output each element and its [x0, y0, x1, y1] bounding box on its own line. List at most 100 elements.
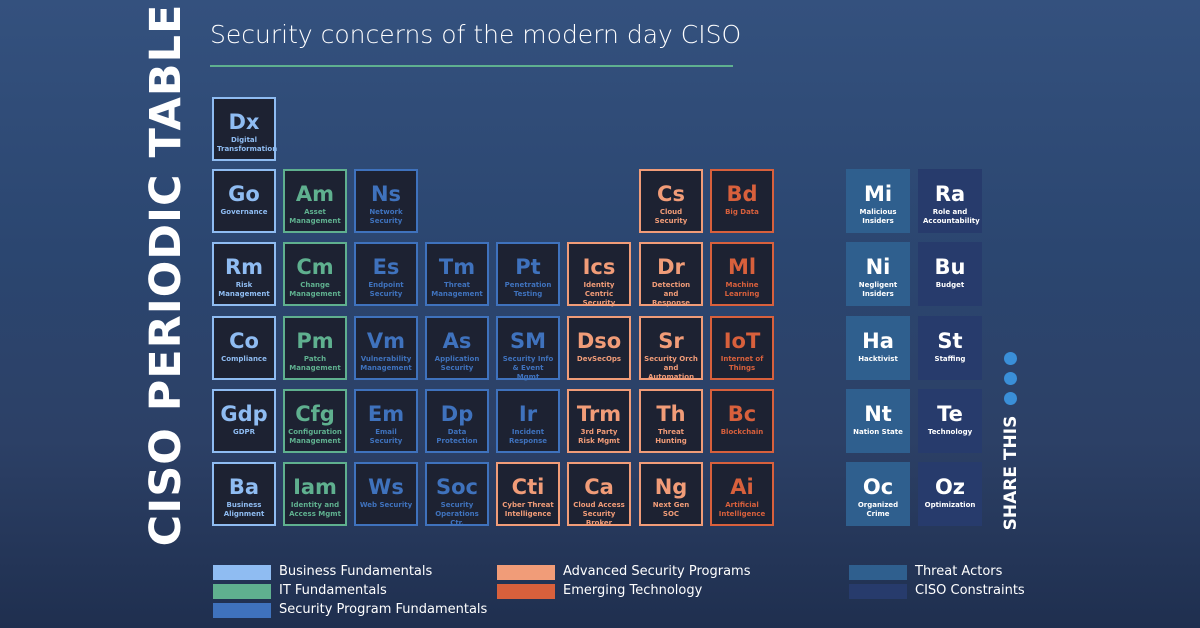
- element-cell: SM Security Info & Event Mgmt: [496, 316, 560, 381]
- element-symbol: Ai: [730, 475, 754, 499]
- element-cell: Dso DevSecOps: [567, 316, 631, 380]
- element-name: Incident Response: [508, 428, 548, 445]
- subtitle: Security concerns of the modern day CISO: [210, 20, 742, 49]
- element-name: Blockchain: [720, 428, 764, 436]
- element-name: Patch Management: [289, 355, 341, 372]
- divider: [210, 65, 733, 67]
- element-symbol: Sr: [658, 329, 684, 353]
- share-label[interactable]: SHARE THIS: [1001, 415, 1021, 531]
- element-symbol: Nt: [864, 402, 892, 426]
- element-name: Security Operations Ctr.: [435, 501, 479, 527]
- element-name: Penetration Testing: [504, 281, 552, 298]
- element-cell: Tm Threat Management: [425, 242, 489, 306]
- element-name: Governance: [220, 208, 268, 216]
- legend-swatch: [497, 565, 555, 580]
- legend-swatch: [849, 584, 907, 599]
- element-cell: Iam Identity and Access Mgmt: [283, 462, 347, 526]
- element-symbol: Tm: [438, 255, 476, 279]
- element-name: 3rd Party Risk Mgmt: [578, 428, 620, 445]
- legend-label: Threat Actors: [915, 564, 1003, 579]
- element-symbol: Cm: [296, 255, 334, 279]
- element-cell: Dp Data Protection: [425, 389, 489, 453]
- element-symbol: Rm: [224, 255, 264, 279]
- element-cell: Co Compliance: [212, 316, 276, 380]
- element-name: Budget: [935, 281, 965, 289]
- element-name: Endpoint Security: [368, 281, 404, 298]
- element-symbol: Bd: [726, 182, 758, 206]
- element-cell: Gdp GDPR: [212, 389, 276, 453]
- element-name: Machine Learning: [724, 281, 760, 298]
- legend-swatch: [849, 565, 907, 580]
- element-cell: Cfg Configuration Management: [283, 389, 347, 453]
- legend-label: IT Fundamentals: [279, 583, 387, 598]
- linkedin-icon[interactable]: [1004, 372, 1017, 385]
- element-name: Cyber Threat Intelligence: [502, 501, 554, 518]
- element-cell: Ha Hacktivist: [846, 316, 910, 380]
- element-name: Asset Management: [289, 208, 341, 225]
- legend-swatch: [213, 565, 271, 580]
- element-symbol: Em: [367, 402, 405, 426]
- element-symbol: Dr: [657, 255, 685, 279]
- element-name: Negligent Insiders: [858, 281, 898, 298]
- element-cell: Ra Role and Accountability: [918, 169, 982, 233]
- element-cell: Trm 3rd Party Risk Mgmt: [567, 389, 631, 453]
- element-name: Business Alignment: [223, 501, 265, 518]
- element-name: Cloud Access Security Broker: [573, 501, 625, 527]
- element-name: Optimization: [924, 501, 976, 509]
- element-name: Change Management: [289, 281, 341, 298]
- element-cell: Mi Malicious Insiders: [846, 169, 910, 233]
- element-cell: IoT Internet of Things: [710, 316, 774, 380]
- element-cell: Ca Cloud Access Security Broker: [567, 462, 631, 527]
- element-name: GDPR: [232, 428, 256, 436]
- element-symbol: Ns: [370, 182, 402, 206]
- element-cell: Th Threat Hunting: [639, 389, 703, 453]
- element-symbol: Dx: [228, 110, 260, 134]
- element-cell: Ai Artificial Intelligence: [710, 462, 774, 526]
- element-symbol: Ha: [862, 329, 894, 353]
- element-symbol: Soc: [436, 475, 478, 499]
- element-symbol: Co: [229, 329, 259, 353]
- element-symbol: IoT: [723, 329, 761, 353]
- element-cell: Bc Blockchain: [710, 389, 774, 453]
- element-cell: As Application Security: [425, 316, 489, 380]
- element-name: DevSecOps: [576, 355, 622, 363]
- facebook-icon[interactable]: [1004, 392, 1017, 405]
- element-cell: Am Asset Management: [283, 169, 347, 233]
- element-cell: Oc Organized Crime: [846, 462, 910, 526]
- element-symbol: Ng: [654, 475, 688, 499]
- element-cell: Em Email Security: [354, 389, 418, 453]
- element-cell: Vm Vulnerability Management: [354, 316, 418, 380]
- element-symbol: Mi: [863, 182, 893, 206]
- element-symbol: Te: [937, 402, 963, 426]
- element-name: Email Security: [369, 428, 403, 445]
- element-cell: St Staffing: [918, 316, 982, 380]
- legend-swatch: [213, 603, 271, 618]
- twitter-icon[interactable]: [1004, 352, 1017, 365]
- element-cell: Oz Optimization: [918, 462, 982, 526]
- element-name: Data Protection: [436, 428, 478, 445]
- element-name: Next Gen SOC: [652, 501, 690, 518]
- element-name: Risk Management: [218, 281, 270, 298]
- element-name: Hacktivist: [858, 355, 898, 363]
- legend-label: Security Program Fundamentals: [279, 602, 488, 617]
- element-name: Digital Transformation: [217, 136, 278, 153]
- element-cell: Ns Network Security: [354, 169, 418, 233]
- element-symbol: Iam: [293, 475, 337, 499]
- element-symbol: Pm: [296, 329, 334, 353]
- element-name: Threat Management: [431, 281, 483, 298]
- element-symbol: SM: [509, 329, 547, 353]
- element-cell: Rm Risk Management: [212, 242, 276, 306]
- element-symbol: Ics: [582, 255, 616, 279]
- element-cell: Go Governance: [212, 169, 276, 233]
- element-symbol: Bu: [934, 255, 966, 279]
- element-cell: Sr Security Orch and Automation: [639, 316, 703, 381]
- element-symbol: Am: [295, 182, 335, 206]
- element-cell: Ng Next Gen SOC: [639, 462, 703, 526]
- element-name: Artificial Intelligence: [718, 501, 766, 518]
- element-name: Threat Hunting: [655, 428, 687, 445]
- element-cell: Pt Penetration Testing: [496, 242, 560, 306]
- element-symbol: Trm: [576, 402, 622, 426]
- element-symbol: St: [937, 329, 963, 353]
- element-name: Network Security: [369, 208, 403, 225]
- element-cell: Pm Patch Management: [283, 316, 347, 380]
